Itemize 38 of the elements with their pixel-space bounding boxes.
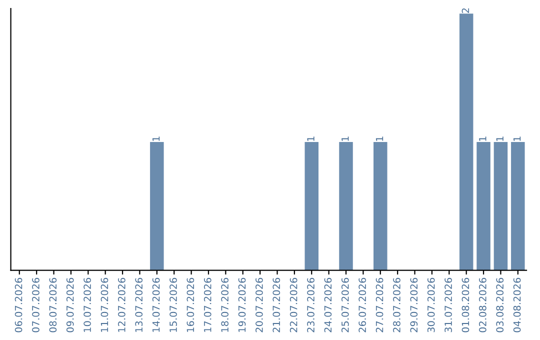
x-tick-label: 27.07.2026 (376, 278, 384, 332)
x-tick-label: 31.07.2026 (444, 278, 452, 332)
x-tick-label: 09.07.2026 (66, 278, 74, 332)
x-tick-label: 17.07.2026 (204, 278, 212, 332)
x-tick-label: 11.07.2026 (100, 278, 108, 332)
x-tick-label: 16.07.2026 (186, 278, 194, 332)
x-tick-label: 08.07.2026 (49, 278, 57, 332)
x-tick-label: 02.08.2026 (478, 278, 486, 332)
data-label: 1 (152, 136, 160, 141)
data-label: 1 (376, 136, 384, 141)
data-label: 1 (307, 136, 314, 141)
x-tick-label: 28.07.2026 (393, 278, 400, 332)
x-tick-label: 13.07.2026 (135, 278, 143, 332)
x-tick-label: 12.07.2026 (118, 278, 126, 332)
data-label: 1 (342, 136, 349, 141)
x-tick-label: 25.07.2026 (341, 278, 349, 332)
x-tick-label: 21.07.2026 (272, 278, 280, 332)
x-tick-label: 26.07.2026 (358, 278, 366, 332)
x-tick-label: 24.07.2026 (324, 278, 332, 332)
x-tick-label: 06.07.2026 (14, 278, 22, 332)
x-tick-label: 04.08.2026 (513, 278, 521, 332)
x-tick-label: 07.07.2026 (32, 278, 40, 332)
x-tick-label: 14.07.2026 (152, 278, 160, 332)
x-tick-label: 18.07.2026 (221, 278, 228, 332)
x-tick-label: 19.07.2026 (238, 278, 246, 332)
x-tick-label: 10.07.2026 (84, 278, 91, 332)
x-tick-label: 29.07.2026 (410, 278, 418, 332)
data-label: 1 (514, 136, 521, 141)
data-label: 1 (479, 136, 486, 141)
x-tick-label: 03.08.2026 (496, 278, 504, 332)
x-tick-label: 23.07.2026 (307, 278, 314, 332)
x-tick-label: 22.07.2026 (290, 278, 298, 332)
data-label: 1 (496, 136, 504, 141)
x-tick-label: 01.08.2026 (462, 278, 470, 332)
data-label: 2 (462, 8, 470, 13)
x-tick-label: 30.07.2026 (427, 278, 435, 332)
x-tick-label: 15.07.2026 (170, 278, 177, 332)
x-tick-label: 20.07.2026 (256, 278, 263, 332)
